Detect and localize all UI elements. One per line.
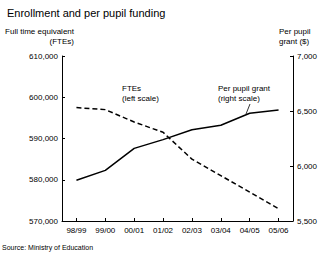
- svg-text:Per pupil grant: Per pupil grant: [218, 84, 271, 93]
- svg-text:6,500: 6,500: [297, 107, 318, 116]
- svg-text:(left scale): (left scale): [122, 94, 159, 103]
- svg-text:05/06: 05/06: [269, 226, 290, 235]
- svg-text:7,000: 7,000: [297, 52, 318, 61]
- svg-text:Per pupil: Per pupil: [279, 27, 311, 36]
- svg-text:(FTEs): (FTEs): [50, 37, 75, 46]
- svg-text:6,000: 6,000: [297, 162, 318, 171]
- svg-text:(right scale): (right scale): [218, 94, 260, 103]
- svg-text:Source: Ministry of Education: Source: Ministry of Education: [2, 244, 93, 252]
- svg-text:03/04: 03/04: [211, 226, 232, 235]
- svg-text:98/99: 98/99: [66, 226, 87, 235]
- svg-text:610,000: 610,000: [29, 52, 58, 61]
- svg-text:grant ($): grant ($): [279, 37, 310, 46]
- svg-text:Enrollment and per pupil fundi: Enrollment and per pupil funding: [7, 7, 165, 19]
- svg-text:600,000: 600,000: [29, 93, 58, 102]
- svg-text:Full time equivalent: Full time equivalent: [5, 27, 75, 36]
- svg-text:570,000: 570,000: [29, 217, 58, 226]
- svg-text:5,500: 5,500: [297, 217, 318, 226]
- svg-text:01/02: 01/02: [153, 226, 174, 235]
- svg-text:580,000: 580,000: [29, 175, 58, 184]
- svg-text:00/01: 00/01: [124, 226, 145, 235]
- svg-text:02/03: 02/03: [182, 226, 203, 235]
- svg-text:04/05: 04/05: [240, 226, 261, 235]
- svg-text:FTEs: FTEs: [122, 84, 141, 93]
- svg-text:99/00: 99/00: [95, 226, 116, 235]
- svg-text:590,000: 590,000: [29, 134, 58, 143]
